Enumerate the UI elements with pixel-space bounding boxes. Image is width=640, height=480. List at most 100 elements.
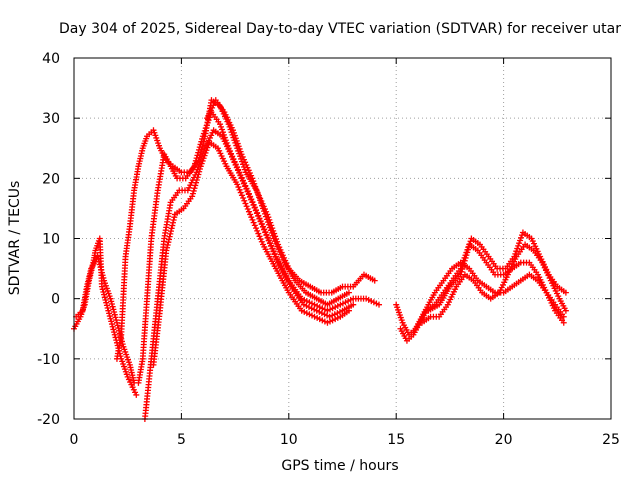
data-point (253, 186, 260, 193)
data-point (269, 232, 276, 239)
data-point (256, 215, 263, 222)
data-point (246, 194, 253, 201)
data-point (517, 237, 524, 244)
data-point (163, 247, 170, 254)
data-point (233, 164, 240, 171)
data-point (231, 159, 238, 166)
data-point (262, 229, 269, 236)
data-point (248, 196, 255, 203)
data-point (253, 210, 260, 217)
data-point (263, 232, 270, 239)
x-tick-label: 0 (70, 432, 79, 448)
data-point (112, 314, 119, 321)
data-point (263, 216, 270, 223)
data-point (371, 277, 378, 284)
data-point (244, 164, 251, 171)
series-track-b (73, 253, 138, 386)
data-point (250, 178, 257, 185)
y-axis-label: SDTVAR / TECUs (7, 181, 23, 296)
data-point (230, 129, 237, 136)
series-track-g (204, 97, 352, 308)
series-track-d (135, 109, 383, 386)
data-point (196, 144, 203, 151)
data-point (250, 219, 257, 226)
data-point (203, 122, 210, 129)
data-point (264, 234, 271, 241)
data-point (268, 243, 275, 250)
data-markers (71, 97, 569, 422)
data-point (111, 309, 118, 316)
data-point (109, 303, 116, 310)
data-point (114, 322, 121, 329)
data-point (106, 310, 113, 317)
data-point (277, 251, 284, 258)
x-tick-label: 15 (387, 432, 405, 448)
chart-title: Day 304 of 2025, Sidereal Day-to-day VTE… (59, 21, 621, 37)
data-point (204, 144, 211, 151)
y-tick-label: -20 (37, 412, 60, 428)
data-point (560, 313, 567, 320)
data-point (239, 153, 246, 160)
data-point (237, 172, 244, 179)
data-point (104, 305, 111, 312)
data-point (242, 159, 249, 166)
data-point (171, 214, 178, 221)
x-tick-label: 25 (602, 432, 620, 448)
data-point (197, 141, 204, 148)
data-point (518, 232, 525, 239)
data-point (203, 147, 210, 154)
data-point (467, 238, 474, 245)
data-point (111, 311, 118, 318)
data-point (230, 156, 237, 163)
data-point (192, 182, 199, 189)
data-point (202, 149, 209, 156)
data-point (515, 242, 522, 249)
data-point (266, 224, 273, 231)
data-point (106, 313, 113, 320)
data-point (465, 246, 472, 253)
data-point (562, 289, 569, 296)
data-point (107, 295, 114, 302)
data-point (240, 156, 247, 163)
data-point (268, 230, 275, 237)
data-point (345, 289, 352, 296)
data-point (113, 317, 120, 324)
data-point (560, 319, 567, 326)
data-point (460, 263, 467, 270)
data-point (97, 264, 104, 271)
data-point (235, 184, 242, 191)
data-point (258, 199, 265, 206)
data-point (232, 135, 239, 142)
series-track-j (425, 229, 569, 314)
data-point (249, 199, 256, 206)
data-point (255, 191, 262, 198)
data-point (133, 391, 140, 398)
series-track-k (418, 241, 569, 326)
data-point (275, 246, 282, 253)
data-point (169, 222, 176, 229)
series-track-h (393, 259, 567, 338)
data-point (236, 169, 243, 176)
data-point (259, 202, 266, 209)
data-point (245, 167, 252, 174)
data-point (251, 222, 258, 229)
data-point (195, 149, 202, 156)
data-point (96, 258, 103, 265)
data-point (270, 248, 277, 255)
data-point (258, 238, 265, 245)
data-point (236, 186, 243, 193)
data-point (99, 272, 106, 279)
data-point (102, 297, 109, 304)
data-point (217, 121, 224, 128)
data-point (168, 225, 175, 232)
data-point (115, 325, 122, 332)
data-point (199, 135, 206, 142)
data-point (464, 249, 471, 256)
data-point (462, 254, 469, 261)
data-point (190, 187, 197, 194)
data-point (205, 141, 212, 148)
data-point (193, 179, 200, 186)
data-point (245, 208, 252, 215)
data-point (167, 230, 174, 237)
data-point (193, 176, 200, 183)
